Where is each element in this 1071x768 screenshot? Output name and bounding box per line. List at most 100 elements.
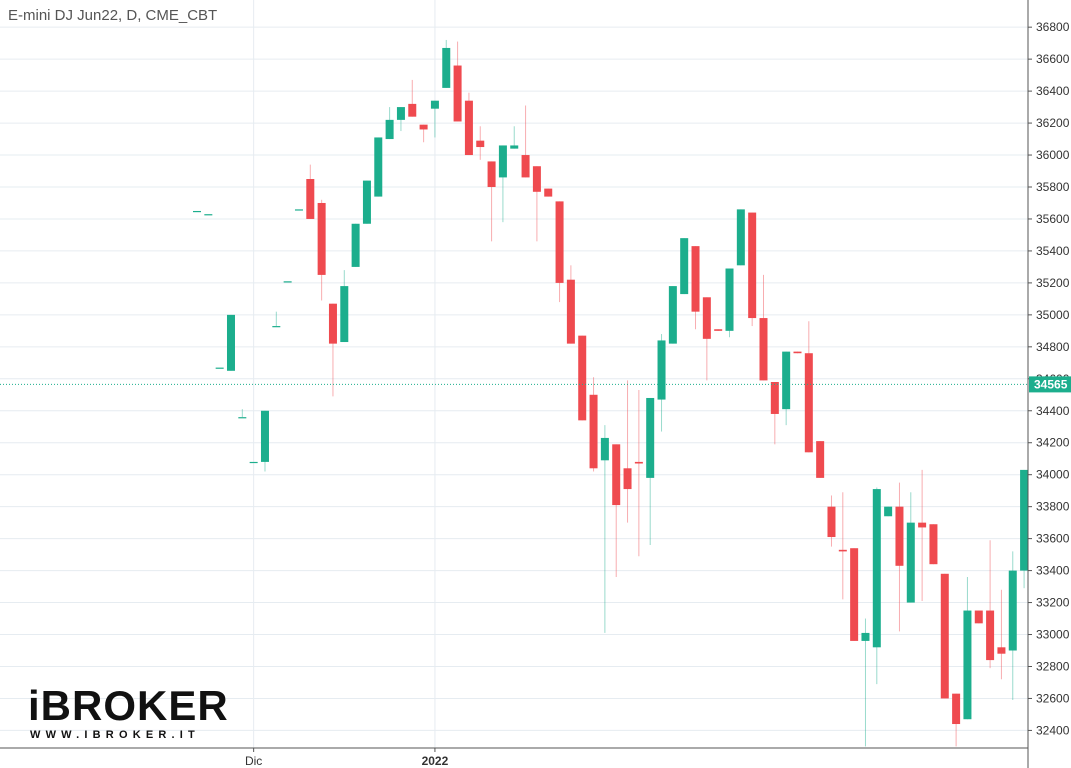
candle-body	[986, 610, 995, 661]
chart-title: E-mini DJ Jun22, D, CME_CBT	[8, 7, 217, 24]
candle-body	[328, 303, 337, 344]
candle-body	[827, 506, 836, 538]
candle-body	[544, 188, 553, 197]
y-tick-label: 34000	[1036, 468, 1070, 482]
y-tick-label: 35800	[1036, 180, 1070, 194]
candle-body	[1008, 570, 1017, 651]
candle-body	[408, 103, 417, 117]
y-tick-label: 34200	[1036, 436, 1070, 450]
candle-body	[872, 489, 881, 648]
candle-body	[725, 268, 734, 331]
y-tick-label: 36600	[1036, 52, 1070, 66]
candle-body	[294, 209, 303, 211]
candles	[0, 39, 1029, 747]
candle-body	[816, 441, 825, 478]
candle-body	[453, 65, 462, 122]
y-tick-label: 33600	[1036, 532, 1070, 546]
y-tick-label: 32600	[1036, 691, 1070, 705]
candle-body	[804, 353, 813, 453]
y-tick-label: 36800	[1036, 20, 1070, 34]
y-tick-label: 32800	[1036, 659, 1070, 673]
candle-body	[884, 506, 893, 517]
candle-body	[612, 444, 621, 506]
candle-body	[283, 281, 292, 283]
y-tick-label: 36400	[1036, 84, 1070, 98]
candle-body	[238, 417, 247, 419]
candle-body	[396, 107, 405, 120]
candle-body	[464, 100, 473, 156]
y-tick-label: 33000	[1036, 628, 1070, 642]
y-tick-label: 33400	[1036, 564, 1070, 578]
y-tick-label: 35400	[1036, 244, 1070, 258]
y-tick-label: 36000	[1036, 148, 1070, 162]
candle-body	[215, 367, 224, 369]
candle-body	[193, 210, 201, 213]
candle-body	[260, 410, 269, 462]
candle-body	[430, 100, 439, 109]
candle-body	[226, 314, 235, 371]
candle-body	[589, 394, 598, 469]
x-tick-label: 2022	[422, 754, 449, 768]
candle-body	[532, 166, 541, 192]
candle-body	[770, 381, 779, 414]
candle-body	[702, 297, 711, 339]
y-tick-label: 35000	[1036, 308, 1070, 322]
y-tick-label: 36200	[1036, 116, 1070, 130]
candle-body	[952, 693, 961, 725]
y-tick-label: 32400	[1036, 723, 1070, 737]
candle-body	[374, 137, 383, 197]
x-tick-label: Dic	[245, 754, 262, 768]
candle-body	[918, 522, 927, 528]
logo-name: iBROKER	[28, 682, 229, 729]
candle-body	[997, 647, 1006, 654]
candle-body	[521, 155, 530, 178]
candle-body	[861, 632, 870, 641]
candle-body	[272, 326, 281, 328]
candle-body	[793, 351, 802, 354]
candle-body	[668, 286, 677, 344]
candle-body	[929, 524, 938, 565]
candle-body	[362, 180, 371, 224]
candle-body	[782, 351, 791, 410]
candle-body	[646, 397, 655, 478]
candle-body	[317, 202, 326, 275]
candle-body	[578, 335, 587, 421]
y-tick-label: 33200	[1036, 596, 1070, 610]
candle-body	[555, 201, 564, 283]
candle-body	[736, 209, 745, 266]
candle-body	[340, 286, 349, 343]
candle-body	[906, 522, 915, 603]
candle-body	[850, 548, 859, 641]
y-tick-label: 34800	[1036, 340, 1070, 354]
candle-body	[600, 437, 609, 461]
candle-body	[1020, 469, 1029, 571]
candle-body	[306, 179, 315, 219]
candle-body	[498, 145, 507, 178]
candle-body	[487, 161, 496, 187]
candle-body	[566, 279, 575, 344]
candle-body	[748, 212, 757, 319]
candle-body	[895, 506, 904, 566]
candle-body	[838, 549, 847, 552]
candle-body	[691, 246, 700, 312]
grid	[0, 0, 1028, 748]
last-price-label: 34565	[1034, 377, 1068, 391]
candle-body	[634, 461, 643, 464]
candle-body	[419, 124, 428, 130]
candle-body	[940, 573, 949, 699]
candle-body	[759, 318, 768, 381]
candle-body	[249, 461, 258, 464]
candle-body	[974, 610, 983, 624]
y-tick-label: 35200	[1036, 276, 1070, 290]
candle-body	[442, 47, 451, 88]
candle-body	[510, 145, 519, 149]
candle-body	[714, 329, 723, 331]
candle-body	[476, 140, 485, 148]
candle-body	[385, 119, 394, 140]
y-tick-label: 34400	[1036, 404, 1070, 418]
logo-url: WWW.IBROKER.IT	[30, 729, 200, 741]
candle-body	[680, 238, 689, 295]
